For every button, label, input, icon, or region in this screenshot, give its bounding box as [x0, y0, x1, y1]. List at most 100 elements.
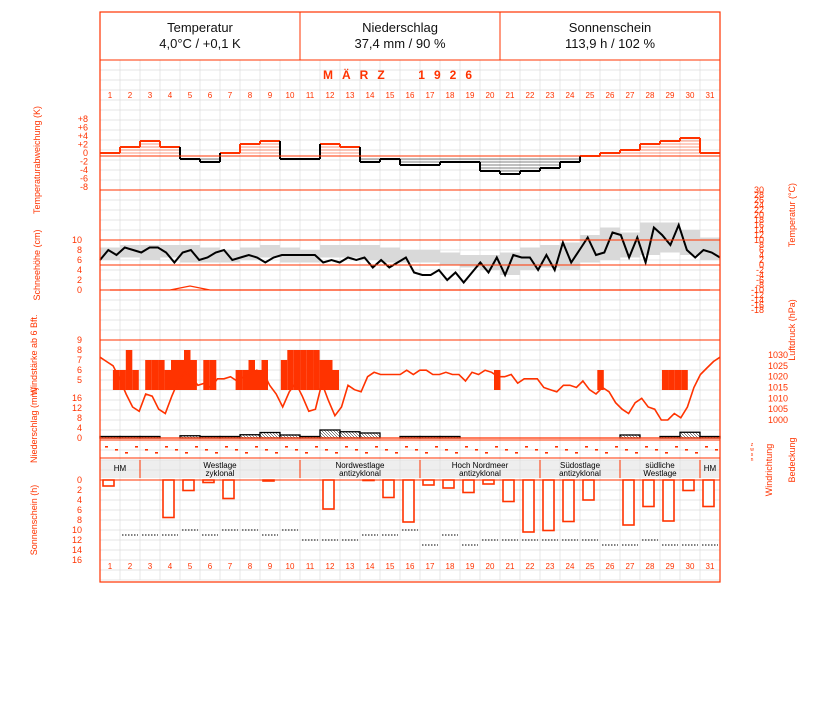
sunshine-bar: [322, 479, 335, 510]
sunshine-bar: [402, 479, 415, 523]
wind-bar: [668, 370, 675, 390]
weather-type-label: Südostlage: [560, 461, 601, 470]
wind-tick: 8: [77, 345, 82, 355]
wind-direction-mark: [405, 446, 408, 448]
temperature-range-band: [660, 222, 680, 253]
temperature-range-band: [580, 235, 600, 263]
day-label-top: 11: [306, 91, 315, 100]
wind-direction-mark: [165, 446, 168, 448]
wind-direction-mark: [455, 452, 458, 454]
day-label-top: 27: [626, 91, 635, 100]
wind-direction-mark: [205, 449, 208, 451]
day-label-top: 10: [286, 91, 295, 100]
wind-bar: [145, 360, 152, 390]
day-label-top: 5: [188, 91, 193, 100]
precip-hatch: [637, 434, 641, 438]
temperature-range-band: [340, 245, 360, 258]
sunshine-bar: [502, 479, 515, 503]
temperature-tick: 14: [754, 225, 764, 235]
day-label-top: 16: [406, 91, 415, 100]
precip-hatch: [698, 432, 701, 435]
day-label-top: 4: [168, 91, 173, 100]
day-label-top: 28: [646, 91, 655, 100]
temperature-range-band: [320, 245, 340, 258]
temperature-range-band: [640, 222, 660, 255]
wind-direction-mark: [475, 449, 478, 451]
direction-tick: s: [751, 452, 754, 458]
sunshine-axis-label: Sonnenschein (h): [29, 485, 39, 556]
precip-tick: 16: [72, 393, 82, 403]
wind-bar: [248, 360, 255, 390]
day-label-bottom: 29: [666, 562, 675, 571]
day-label-top: 23: [546, 91, 555, 100]
wind-tick: 6: [77, 365, 82, 375]
precip-tick: 0: [77, 433, 82, 443]
sunshine-tick: 6: [77, 505, 82, 515]
precip-axis-label: Niederschlag (mm): [29, 387, 39, 463]
wind-direction-mark: [445, 449, 448, 451]
wind-direction-mark: [595, 449, 598, 451]
wind-direction-mark: [585, 446, 588, 448]
day-label-top: 9: [268, 91, 273, 100]
day-label-bottom: 27: [626, 562, 635, 571]
data-marks: [99, 137, 721, 546]
wind-bar: [332, 370, 339, 390]
precip-hatch: [348, 431, 356, 439]
wind-direction-mark: [525, 446, 528, 448]
temperature-range-band: [600, 227, 620, 260]
precip-hatch: [369, 432, 376, 439]
wind-direction-mark: [705, 446, 708, 448]
day-label-bottom: 1: [108, 562, 113, 571]
wind-direction-mark: [605, 452, 608, 454]
precip-hatch: [319, 431, 327, 439]
temperature-range-band: [180, 245, 200, 263]
day-label-top: 17: [426, 91, 435, 100]
day-label-bottom: 23: [546, 562, 555, 571]
wind-bar: [184, 350, 191, 390]
precip-hatch: [335, 429, 341, 435]
snow-tick: 0: [77, 285, 82, 295]
wind-direction-label: Windrichtung: [764, 444, 774, 497]
temperature-range-band: [380, 247, 400, 263]
precip-hatch: [695, 432, 701, 438]
day-label-top: 15: [386, 91, 395, 100]
temperature-tick: -16: [751, 300, 764, 310]
day-label-bottom: 4: [168, 562, 173, 571]
wind-bar: [119, 370, 126, 390]
anomaly-tick: +4: [78, 131, 88, 141]
wind-direction-mark: [355, 449, 358, 451]
day-label-bottom: 7: [228, 562, 233, 571]
temperature-tick: -14: [751, 295, 764, 305]
precip-hatch: [342, 431, 350, 439]
precip-tick: 8: [77, 413, 82, 423]
precip-hatch: [332, 429, 341, 438]
weather-type-label: Westlage: [643, 469, 677, 478]
day-label-bottom: 11: [306, 562, 315, 571]
day-label-bottom: 24: [566, 562, 575, 571]
temperature-tick: 6: [759, 245, 764, 255]
precip-tick: 12: [72, 403, 82, 413]
wind-bar: [313, 350, 320, 390]
precip-hatch: [686, 432, 693, 439]
labels: MÄRZ 1926 112233445566778899101011111212…: [29, 67, 797, 571]
wind-bar: [494, 370, 501, 390]
wind-direction-mark: [615, 446, 618, 448]
wind-direction-mark: [115, 449, 118, 451]
wind-direction-mark: [435, 446, 438, 448]
sunshine-bar: [442, 479, 455, 489]
temperature-tick: -8: [756, 280, 764, 290]
outer-frame: [99, 11, 721, 583]
wind-direction-mark: [575, 452, 578, 454]
day-label-bottom: 19: [466, 562, 475, 571]
wind-bar: [164, 370, 172, 390]
wind-bar: [171, 360, 178, 390]
pressure-line: [99, 356, 721, 421]
temperature-title: Temperatur: [167, 20, 233, 35]
day-label-bottom: 20: [486, 562, 495, 571]
day-label-bottom: 31: [706, 562, 715, 571]
weather-type-label: zyklonal: [206, 469, 235, 478]
wind-tick: 7: [77, 355, 82, 365]
cloud-cover-label: Bedeckung: [787, 437, 797, 482]
precip-hatch: [360, 432, 367, 439]
temperature-range-band: [620, 232, 640, 258]
